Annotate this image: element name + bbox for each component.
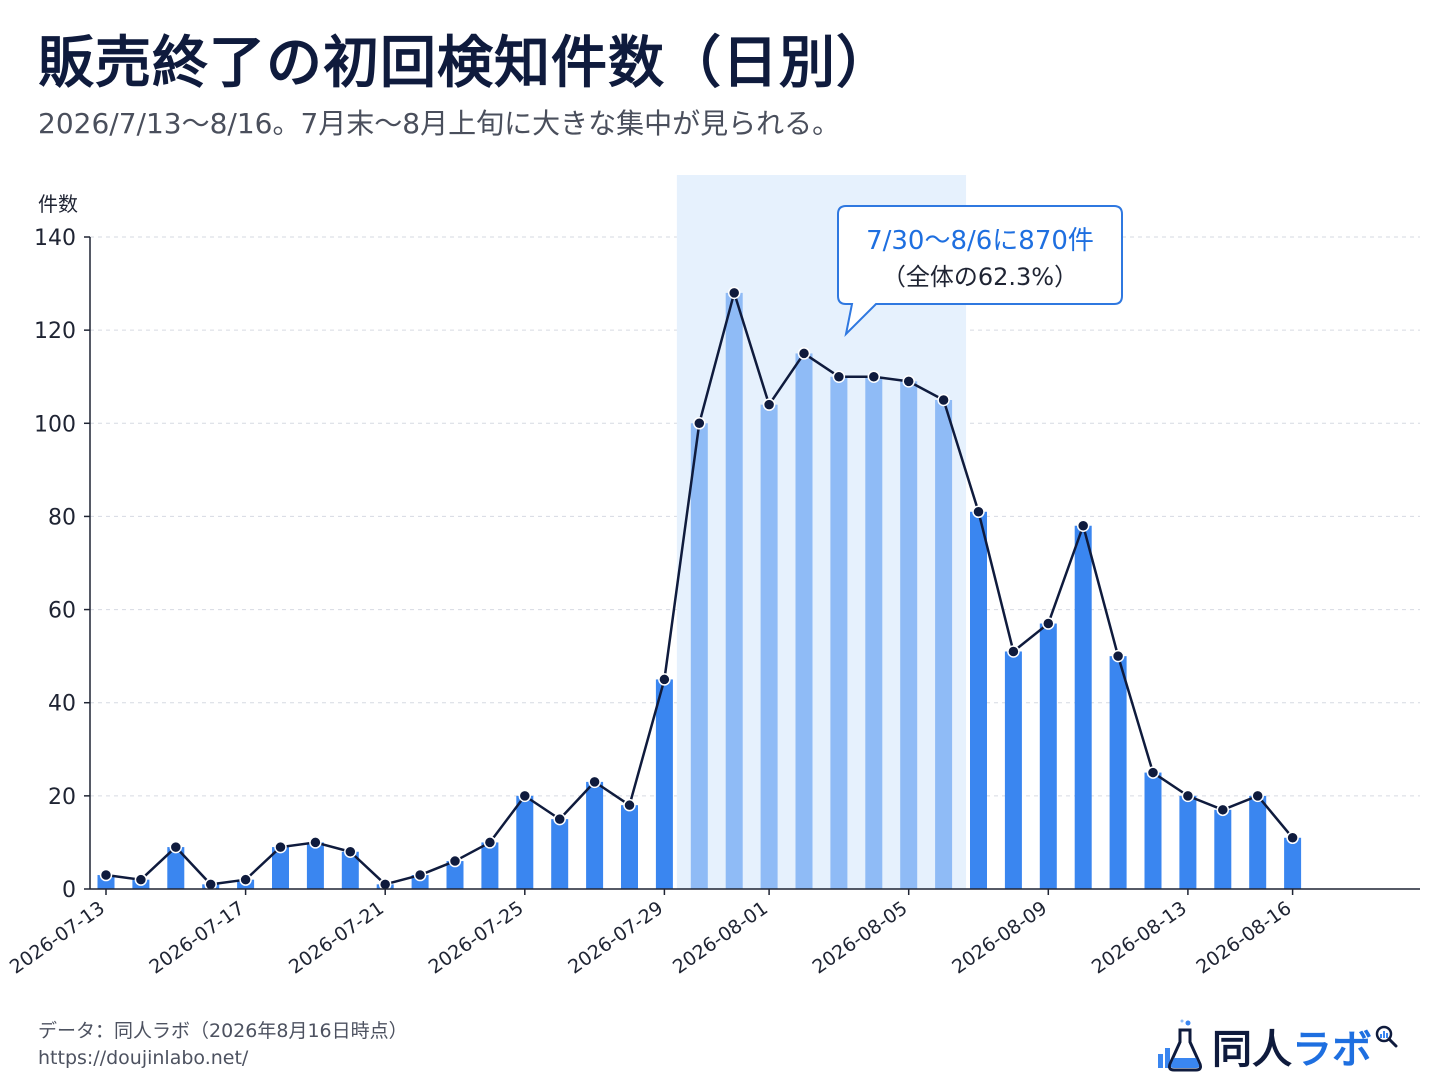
- data-point: [937, 393, 950, 407]
- bar: [865, 376, 883, 889]
- data-point: [972, 505, 985, 519]
- data-point: [658, 673, 671, 686]
- bar: [341, 851, 359, 889]
- bar: [655, 679, 673, 889]
- source-url: https://doujinlabo.net/: [38, 1047, 249, 1069]
- bar: [621, 805, 638, 889]
- data-point: [623, 798, 636, 812]
- y-tick-label: 20: [48, 785, 76, 810]
- data-point: [762, 398, 776, 411]
- bar: [516, 795, 534, 889]
- bar: [935, 400, 953, 889]
- data-point: [239, 873, 252, 886]
- bar: [1284, 837, 1302, 889]
- x-tick-label: 2026-08-09: [948, 897, 1051, 978]
- x-tick-label: 2026-08-01: [669, 897, 772, 978]
- data-point: [134, 873, 148, 886]
- data-point: [204, 878, 217, 891]
- x-tick-label: 2026-07-21: [285, 897, 388, 978]
- data-point: [99, 868, 113, 882]
- data-point: [867, 370, 881, 383]
- data-point: [1251, 789, 1264, 803]
- x-tick-label: 2026-08-05: [808, 897, 911, 978]
- data-point: [1076, 519, 1090, 532]
- bar: [830, 376, 848, 889]
- x-tick-label: 2026-08-13: [1088, 897, 1191, 978]
- data-point: [483, 836, 497, 849]
- bar: [795, 353, 813, 889]
- data-point: [1181, 789, 1195, 803]
- bar: [551, 819, 569, 889]
- data-point: [378, 878, 392, 891]
- data-point: [1111, 649, 1125, 663]
- lab-flask-bar-chart-icon: [1158, 1019, 1202, 1072]
- x-tick-label: 2026-08-16: [1192, 897, 1295, 978]
- bar: [1039, 623, 1057, 889]
- x-tick-label: 2026-07-29: [564, 897, 667, 978]
- data-point: [1286, 831, 1299, 845]
- bar: [1249, 795, 1267, 889]
- data-point: [902, 375, 915, 388]
- bar: [725, 292, 743, 889]
- data-point: [832, 370, 846, 383]
- trend-line: [99, 286, 1299, 891]
- y-tick-label: 80: [48, 505, 76, 530]
- y-tick-label: 60: [48, 599, 76, 624]
- chart-title: 販売終了の初回検知件数（日別）: [38, 31, 893, 96]
- data-point: [413, 868, 427, 882]
- y-tick-label: 0: [62, 878, 76, 903]
- x-tick-label: 2026-07-25: [425, 897, 528, 978]
- bar: [306, 842, 324, 889]
- bar: [481, 842, 499, 889]
- brand-logo: 同人ラボ: [1156, 1018, 1400, 1074]
- bar: [1109, 656, 1127, 889]
- bar: [690, 423, 708, 889]
- y-tick-label: 100: [34, 412, 76, 437]
- bar: [167, 847, 185, 889]
- bar: [760, 404, 778, 889]
- chart-subtitle: 2026/7/13〜8/16。7月末〜8月上旬に大きな集中が見られる。: [38, 107, 841, 140]
- bar: [970, 511, 987, 889]
- magnifier-icon: [1375, 1025, 1398, 1048]
- data-point: [588, 775, 601, 789]
- y-tick-label: 140: [34, 226, 76, 251]
- data-point: [1042, 617, 1055, 630]
- bar: [1004, 651, 1022, 889]
- x-tick-label: 2026-07-17: [145, 897, 248, 978]
- y-tick-label: 40: [48, 692, 76, 717]
- data-point: [448, 854, 462, 868]
- data-point: [693, 417, 706, 430]
- data-point: [309, 836, 322, 849]
- bar: [586, 781, 604, 889]
- data-point: [553, 812, 566, 826]
- data-point: [518, 789, 532, 803]
- annotation-callout: 7/30〜8/6に870件 （全体の62.3%）: [837, 205, 1123, 338]
- bar: [1074, 525, 1092, 889]
- annotation-line-1: 7/30〜8/6に870件: [866, 226, 1094, 256]
- x-tick-label: 2026-07-13: [6, 897, 109, 978]
- annotation-line-2: （全体の62.3%）: [882, 263, 1078, 291]
- source-note: データ：同人ラボ（2026年8月16日時点）: [38, 1020, 408, 1042]
- bars: [97, 292, 1302, 889]
- bar: [1144, 772, 1162, 889]
- bar: [446, 861, 464, 889]
- data-point: [797, 347, 811, 360]
- logo-text: 同人ラボ: [1212, 1027, 1372, 1073]
- data-point: [1007, 645, 1020, 658]
- bar: [900, 381, 918, 889]
- data-point: [169, 840, 183, 854]
- data-point: [274, 840, 287, 854]
- data-point: [344, 845, 357, 858]
- y-tick-label: 120: [34, 319, 76, 344]
- data-point: [1146, 766, 1160, 779]
- bar-line-chart: 0 20 40 60 80 100 120 140 2026-07-13 2026-07-17 20…: [6, 175, 1420, 978]
- callout-bubble: [837, 205, 1123, 338]
- data-point: [727, 286, 741, 300]
- bar: [1214, 809, 1232, 889]
- bar: [1179, 795, 1197, 889]
- data-point: [1216, 803, 1230, 817]
- bar: [272, 847, 289, 889]
- y-axis-label: 件数: [38, 192, 78, 216]
